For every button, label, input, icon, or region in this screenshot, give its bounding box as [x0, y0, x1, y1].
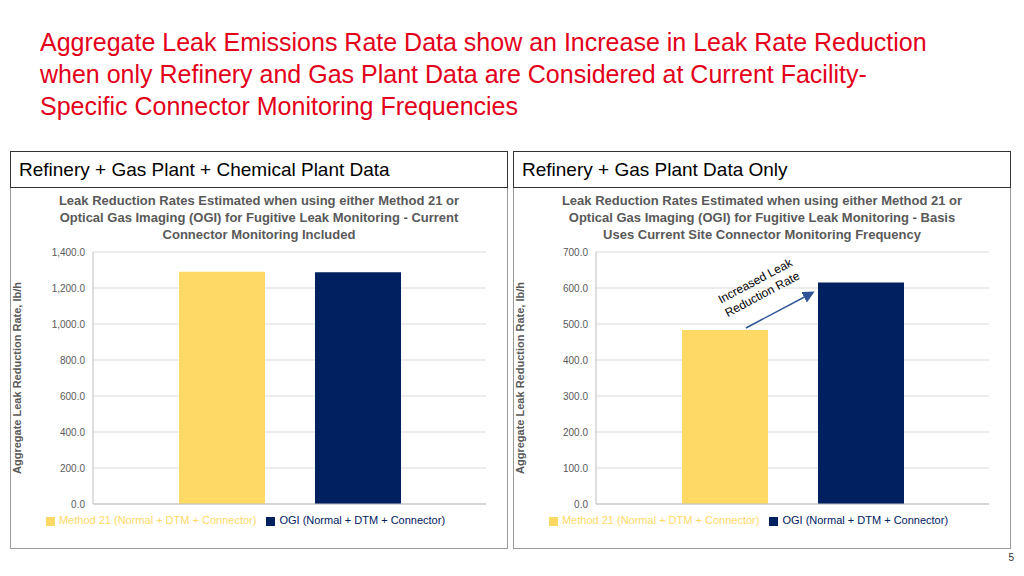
html-text:Refinery + Gas Plant + Chemica: Refinery + Gas Plant + Chemical Plant Da… — [19, 159, 390, 180]
html-text:Refinery + Gas Plant Data Only: Refinery + Gas Plant Data Only — [522, 159, 788, 180]
html-text:5: 5 — [1008, 552, 1014, 563]
svg-text:1,400.0: 1,400.0 — [52, 247, 86, 258]
svg-text:1,000.0: 1,000.0 — [52, 319, 86, 330]
svg-text:300.0: 300.0 — [563, 391, 588, 402]
svg-text:800.0: 800.0 — [60, 355, 85, 366]
html-text:Method 21 (Normal + DTM + Conn: Method 21 (Normal + DTM + Connector) — [58, 514, 257, 526]
svg-text:1,200.0: 1,200.0 — [52, 283, 86, 294]
svg-text:Aggregate Leak Reduction Rate,: Aggregate Leak Reduction Rate, lb/h — [514, 282, 526, 474]
html-text:OGI (Normal + DTM + Connector): OGI (Normal + DTM + Connector) — [279, 514, 446, 526]
svg-text:600.0: 600.0 — [563, 283, 588, 294]
html-text:Leak Reduction Rates Estimated: Leak Reduction Rates Estimated when usin… — [58, 193, 460, 242]
html-text:OGI (Normal + DTM + Connector): OGI (Normal + DTM + Connector) — [782, 514, 949, 526]
svg-text:200.0: 200.0 — [563, 427, 588, 438]
html-text:Aggregate Leak Emissions Rate: Aggregate Leak Emissions Rate Data show … — [40, 28, 927, 120]
svg-text:700.0: 700.0 — [563, 247, 588, 258]
svg-text:200.0: 200.0 — [60, 463, 85, 474]
html-text:Leak Reduction Rates Estimated: Leak Reduction Rates Estimated when usin… — [561, 193, 963, 242]
svg-text:500.0: 500.0 — [563, 319, 588, 330]
html-text:Increased Leak Reduction Rate: Increased Leak Reduction Rate — [715, 255, 803, 320]
svg-text:0.0: 0.0 — [574, 499, 588, 510]
html-text:Method 21 (Normal + DTM + Conn: Method 21 (Normal + DTM + Connector) — [561, 514, 760, 526]
svg-text:0.0: 0.0 — [71, 499, 85, 510]
svg-text:100.0: 100.0 — [563, 463, 588, 474]
svg-text:400.0: 400.0 — [563, 355, 588, 366]
svg-text:400.0: 400.0 — [60, 427, 85, 438]
svg-text:600.0: 600.0 — [60, 391, 85, 402]
svg-text:Aggregate Leak Reduction Rate,: Aggregate Leak Reduction Rate, lb/h — [11, 282, 23, 474]
